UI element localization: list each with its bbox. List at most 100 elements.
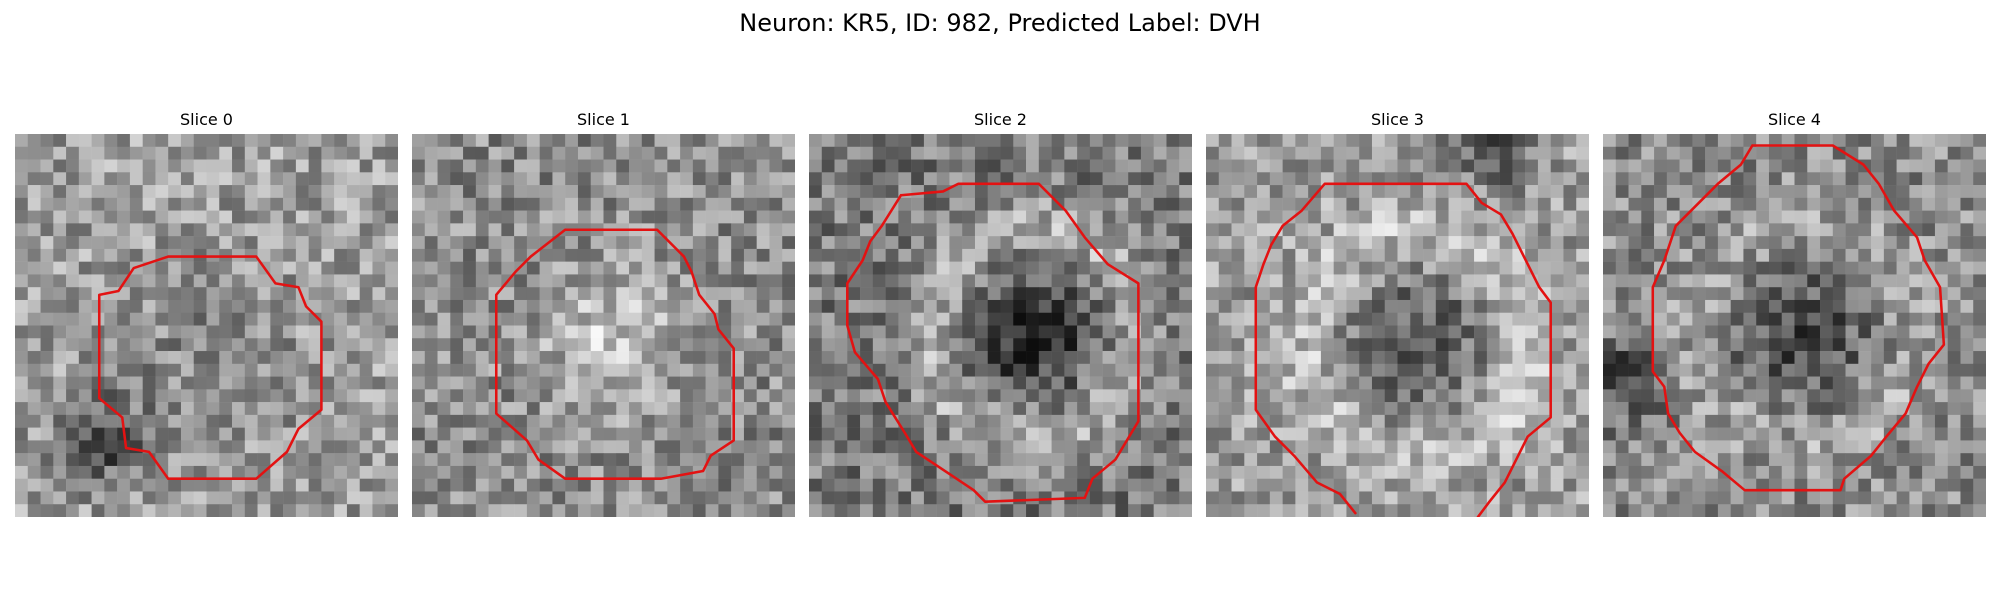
pixel	[1308, 325, 1322, 339]
pixel	[898, 261, 912, 275]
pixel	[1807, 478, 1821, 492]
pixel	[1947, 414, 1961, 428]
pixel	[718, 159, 732, 173]
pixel	[1269, 287, 1283, 301]
pixel	[1179, 465, 1192, 479]
pixel	[155, 440, 169, 454]
pixel	[629, 440, 643, 454]
pixel	[1051, 185, 1065, 199]
pixel	[949, 427, 963, 441]
pixel	[244, 351, 258, 365]
pixel	[412, 491, 426, 505]
pixel	[1333, 338, 1347, 352]
pixel	[1308, 248, 1322, 262]
pixel	[1435, 414, 1449, 428]
pixel	[1654, 223, 1668, 237]
pixel	[283, 223, 297, 237]
pixel	[117, 504, 131, 517]
pixel	[1858, 312, 1872, 326]
pixel	[1231, 453, 1245, 467]
pixel	[232, 414, 246, 428]
pixel	[1781, 376, 1795, 390]
pixel	[526, 210, 540, 224]
pixel	[936, 299, 950, 313]
pixel	[206, 351, 220, 365]
pixel	[514, 453, 528, 467]
pixel	[1512, 287, 1526, 301]
pixel	[1947, 440, 1961, 454]
pixel	[1218, 325, 1232, 339]
pixel	[1206, 299, 1220, 313]
pixel	[1051, 402, 1065, 416]
pixel	[1525, 299, 1539, 313]
pixel	[346, 223, 360, 237]
pixel	[1269, 197, 1283, 211]
pixel	[1705, 197, 1719, 211]
pixel	[743, 274, 757, 288]
pixel	[1499, 414, 1513, 428]
pixel	[1089, 440, 1103, 454]
pixel	[898, 389, 912, 403]
pixel	[1781, 389, 1795, 403]
pixel	[142, 363, 156, 377]
pixel	[1679, 236, 1693, 250]
pixel	[1486, 325, 1500, 339]
pixel	[1730, 134, 1744, 148]
pixel	[1295, 134, 1309, 148]
pixel	[450, 248, 464, 262]
pixel	[898, 159, 912, 173]
pixel	[552, 504, 566, 517]
pixel	[514, 274, 528, 288]
pixel	[847, 287, 861, 301]
pixel	[577, 261, 591, 275]
pixel	[1000, 261, 1014, 275]
pixel	[860, 491, 874, 505]
pixel	[1384, 325, 1398, 339]
pixel	[1089, 389, 1103, 403]
pixel	[1089, 414, 1103, 428]
pixel	[270, 389, 284, 403]
pixel	[743, 146, 757, 160]
pixel	[1257, 338, 1271, 352]
pixel	[1102, 402, 1116, 416]
pixel	[180, 223, 194, 237]
pixel	[1743, 414, 1757, 428]
pixel	[821, 363, 835, 377]
pixel	[270, 504, 284, 517]
pixel	[1730, 146, 1744, 160]
pixel	[1768, 223, 1782, 237]
pixel	[1077, 351, 1091, 365]
pixel	[412, 134, 426, 148]
pixel	[1410, 287, 1424, 301]
pixel	[885, 299, 899, 313]
pixel	[1333, 351, 1347, 365]
pixel	[1845, 261, 1859, 275]
pixel	[1257, 185, 1271, 199]
pixel	[1717, 248, 1731, 262]
pixel	[1474, 414, 1488, 428]
pixel	[1820, 287, 1834, 301]
pixel	[1576, 376, 1589, 390]
pixel	[1883, 363, 1897, 377]
pixel	[1089, 287, 1103, 301]
pixel	[257, 504, 271, 517]
pixel	[206, 223, 220, 237]
pixel	[1832, 172, 1846, 186]
pixel	[1115, 210, 1129, 224]
pixel	[539, 351, 553, 365]
pixel	[552, 146, 566, 160]
pixel	[1820, 274, 1834, 288]
pixel	[974, 287, 988, 301]
pixel	[514, 312, 528, 326]
pixel	[1397, 223, 1411, 237]
pixel	[104, 248, 118, 262]
pixel	[475, 389, 489, 403]
pixel	[180, 197, 194, 211]
pixel	[974, 274, 988, 288]
pixel	[1397, 159, 1411, 173]
pixel	[743, 210, 757, 224]
pixel	[257, 363, 271, 377]
pixel	[885, 312, 899, 326]
pixel	[1448, 172, 1462, 186]
pixel	[104, 351, 118, 365]
